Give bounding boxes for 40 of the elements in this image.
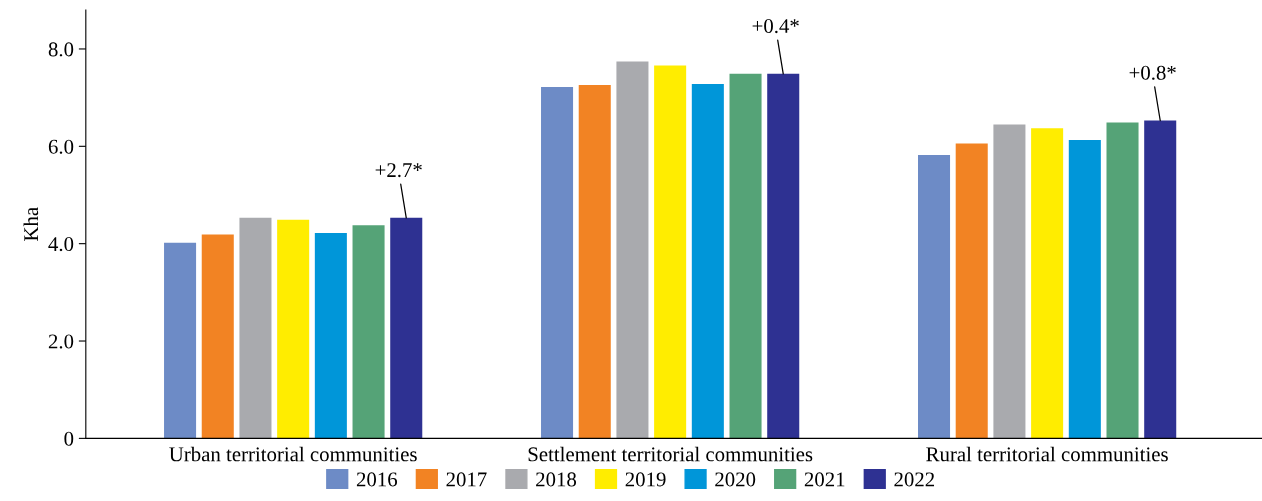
legend-label: 2020 bbox=[715, 472, 756, 487]
bar bbox=[729, 73, 762, 439]
annotation: +2.7* bbox=[375, 163, 422, 178]
legend-label: 2017 bbox=[446, 472, 487, 487]
bar bbox=[1106, 122, 1139, 439]
bar bbox=[918, 155, 951, 439]
x-tick-label: Settlement territorial communities bbox=[528, 446, 813, 462]
bar bbox=[1068, 139, 1101, 439]
bar bbox=[164, 242, 197, 439]
bar bbox=[201, 234, 234, 439]
annotation: +0.4* bbox=[752, 18, 799, 34]
annotation: +0.8* bbox=[1129, 65, 1176, 80]
y-axis-title: Kha bbox=[23, 207, 39, 241]
bar bbox=[390, 217, 423, 439]
bar bbox=[578, 84, 611, 439]
x-tick-label: Rural territorial communities bbox=[926, 446, 1168, 462]
legend-label: 2021 bbox=[804, 472, 845, 487]
bar bbox=[314, 232, 347, 439]
y-tick-label: 8.0 bbox=[48, 42, 74, 57]
legend-label: 2018 bbox=[536, 472, 577, 487]
bar bbox=[993, 124, 1026, 439]
legend-label: 2019 bbox=[625, 472, 666, 487]
bar bbox=[691, 84, 724, 439]
y-tick-label: 0 bbox=[64, 431, 74, 446]
bar bbox=[277, 219, 310, 439]
y-tick-label: 4.0 bbox=[48, 237, 74, 252]
bar bbox=[654, 65, 687, 439]
bar bbox=[541, 86, 574, 439]
bar bbox=[767, 73, 800, 439]
legend-label: 2022 bbox=[894, 472, 935, 487]
y-tick-label: 2.0 bbox=[48, 334, 74, 349]
legend-label: 2016 bbox=[356, 472, 398, 487]
bar bbox=[239, 217, 272, 439]
bar bbox=[352, 225, 385, 439]
bar bbox=[1144, 120, 1177, 439]
bar bbox=[616, 61, 649, 439]
bar bbox=[955, 143, 988, 439]
y-tick-label: 6.0 bbox=[48, 139, 74, 154]
x-tick-label: Urban territorial communities bbox=[169, 446, 417, 462]
bar bbox=[1031, 128, 1064, 439]
